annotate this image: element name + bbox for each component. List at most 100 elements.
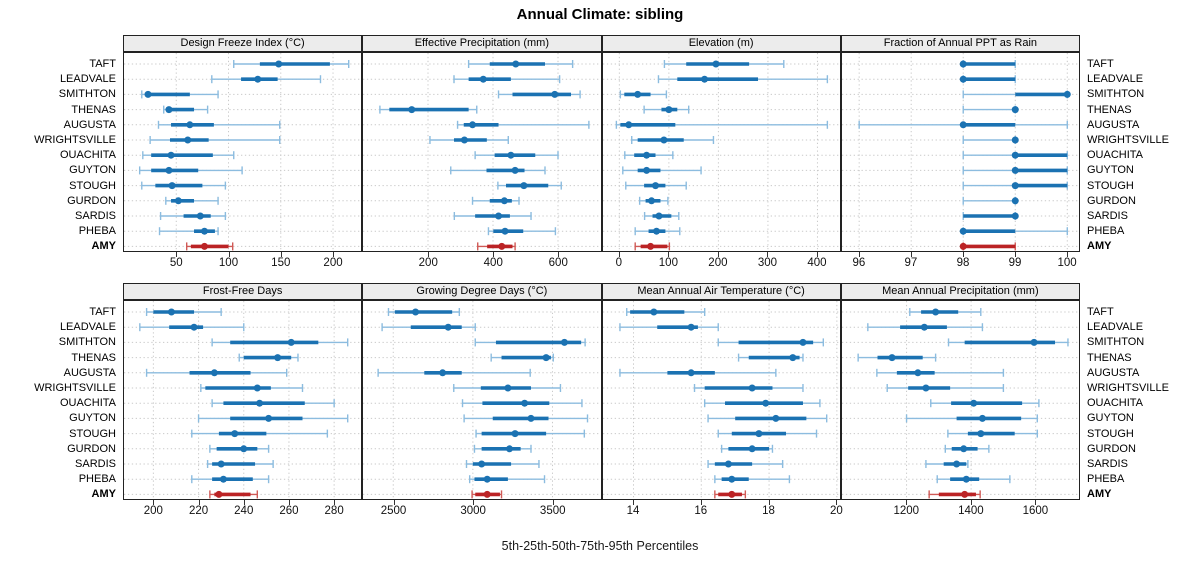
percentile-interval-row [487, 227, 557, 236]
station-label-right: LEADVALE [1087, 73, 1144, 86]
median-point [561, 338, 569, 346]
axis-tick-mark [153, 500, 155, 505]
axis-tick-mark [280, 252, 282, 257]
median-point [647, 197, 655, 205]
axis-tick-mark [910, 252, 912, 257]
percentile-interval-row [211, 399, 335, 408]
station-label-left: OUACHITA [59, 149, 116, 162]
axis-tick-label: 20 [829, 505, 843, 517]
median-point [1011, 182, 1019, 190]
median-point [649, 308, 657, 316]
axis-tick-label: 300 [757, 257, 778, 269]
median-point [687, 369, 695, 377]
station-label-right: AMY [1087, 240, 1112, 253]
axis-tick-mark [700, 500, 702, 505]
percentile-interval-row [468, 60, 574, 68]
chart-title: Annual Climate: sibling [516, 6, 684, 23]
percentile-interval-row [905, 414, 1038, 423]
median-point [444, 323, 452, 331]
percentile-interval-row [457, 120, 590, 129]
panel-strip: Effective Precipitation (mm) [362, 35, 602, 52]
axis-tick-mark [906, 500, 908, 505]
median-point [498, 242, 506, 250]
percentile-interval-row [466, 460, 540, 468]
axis-tick-mark [1015, 252, 1016, 257]
axis-tick-label: 280 [324, 505, 344, 517]
station-label-right: SMITHTON [1087, 336, 1145, 349]
median-point [461, 136, 469, 144]
median-point [1011, 106, 1019, 114]
median-point [495, 212, 503, 220]
median-point [659, 136, 667, 144]
axis-tick-label: 200 [708, 257, 728, 269]
percentile-interval-row [453, 212, 532, 220]
station-label-left: GURDON [67, 194, 116, 207]
median-point [215, 490, 223, 498]
percentile-interval-row [463, 414, 589, 423]
median-point [200, 227, 208, 235]
axis-tick-label: 16 [694, 505, 708, 517]
panel-canvas [124, 53, 362, 251]
panel-plot [362, 52, 602, 252]
percentile-interval-row [619, 90, 667, 99]
panel-canvas [363, 53, 601, 251]
percentile-interval-row [453, 75, 561, 84]
median-point [761, 399, 769, 407]
panel-plot [601, 52, 841, 252]
median-point [959, 60, 967, 68]
percentile-interval-row [908, 308, 982, 316]
percentile-interval-row [713, 490, 746, 499]
percentile-interval-row [233, 60, 350, 68]
panel-canvas [124, 301, 362, 499]
percentile-interval-row [857, 353, 937, 362]
axis-tick-mark [962, 252, 964, 257]
percentile-interval-row [623, 151, 674, 160]
percentile-interval-row [191, 475, 270, 484]
axis-tick-label: 400 [807, 257, 827, 269]
median-point [521, 399, 529, 407]
panel-canvas [602, 53, 840, 251]
median-point [483, 475, 491, 483]
axis-tick-label: 600 [548, 257, 568, 269]
median-point [922, 384, 930, 392]
axis-tick-mark [717, 252, 719, 257]
station-label-left: LEADVALE [59, 73, 116, 86]
axis-tick-label: 260 [279, 505, 299, 517]
median-point [275, 60, 283, 68]
station-label-left: WRIGHTSVILLE [34, 382, 116, 394]
axis-tick-label: 2500 [380, 505, 407, 517]
station-label-left: THENAS [71, 351, 116, 364]
panel-plot [840, 300, 1080, 500]
median-point [256, 399, 264, 407]
station-label-left: GUYTON [69, 412, 116, 425]
panel-strip: Mean Annual Air Temperature (°C) [601, 283, 841, 300]
median-point [1011, 136, 1019, 144]
percentile-interval-row [450, 166, 546, 175]
median-point [501, 227, 509, 235]
panel-canvas [363, 301, 601, 499]
axis-tick-mark [558, 252, 560, 257]
axis-tick-label: 99 [1008, 257, 1022, 269]
median-point [969, 399, 977, 407]
median-point [651, 182, 659, 190]
station-label-right: WRIGHTSVILLE [1087, 134, 1169, 146]
percentile-interval-row [498, 90, 582, 99]
percentile-interval-row [962, 136, 1019, 144]
station-label-right: PHEBA [1087, 225, 1125, 238]
percentile-interval-row [962, 105, 1019, 114]
panel-plot [123, 52, 363, 252]
median-point [771, 414, 779, 422]
panel-canvas [841, 301, 1079, 499]
median-point [507, 151, 515, 159]
percentile-interval-row [209, 444, 270, 453]
station-label-left: THENAS [71, 103, 116, 116]
percentile-interval-row [621, 166, 702, 175]
percentile-interval-row [474, 151, 559, 160]
median-point [512, 60, 520, 68]
percentile-interval-row [139, 323, 245, 332]
percentile-interval-row [197, 414, 349, 423]
axis-tick-mark [767, 252, 769, 257]
axis-tick-label: 1200 [893, 505, 920, 517]
median-point [959, 75, 967, 83]
